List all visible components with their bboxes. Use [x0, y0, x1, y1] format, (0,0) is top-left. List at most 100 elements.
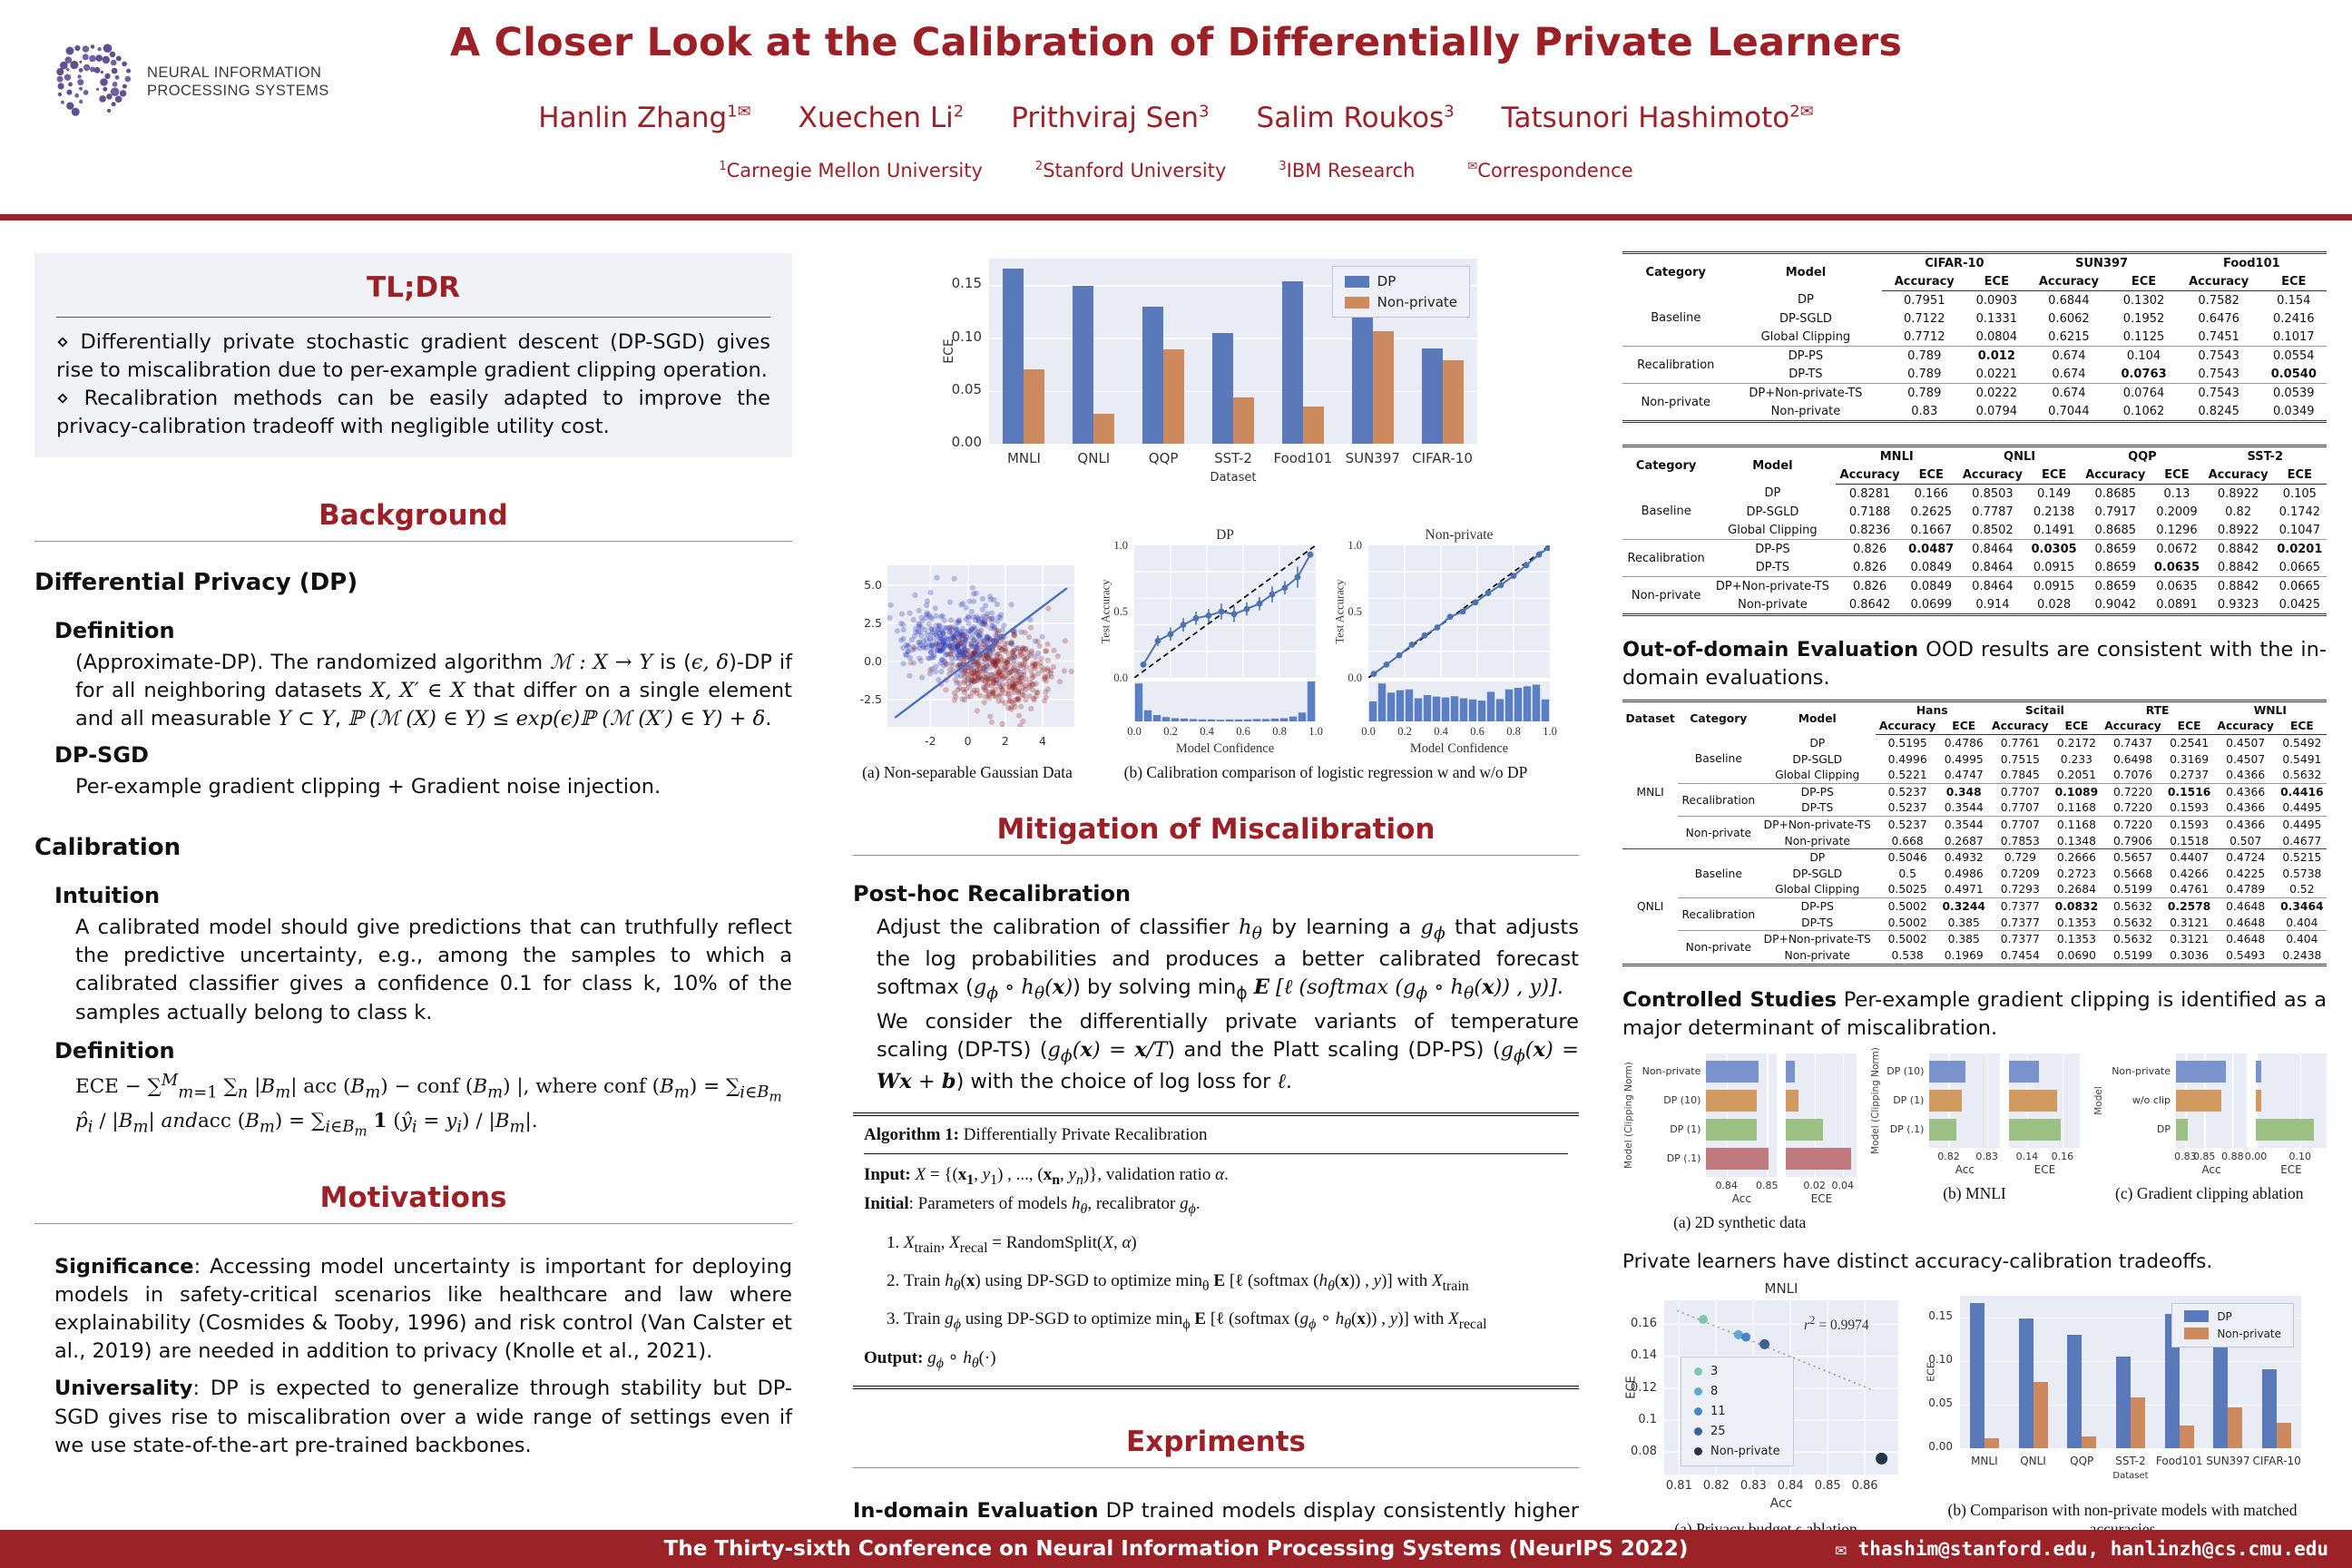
bar [2131, 1396, 2145, 1448]
author: Hanlin Zhang1✉ [538, 102, 751, 134]
legend-dot [1694, 1367, 1702, 1376]
fig-matched-comparison: 0.00 0.05 0.10 0.15 MNLI QNLI QQP SST-2 Food101 S… [1918, 1290, 2314, 1495]
legend-entry: Non-private [1694, 1445, 1780, 1458]
table-row: DP-TS 0.826 0.0849 0.8464 0.0915 0.8659 0.0635… [1755, 560, 2321, 574]
bar [1024, 369, 1045, 444]
affiliation-list: 1Carnegie Mellon University 2Stanford Uni… [0, 160, 2352, 181]
table-row: DP-SGLD 0.7188 0.2625 0.7787 0.2138 0.7917 0.2… [1746, 505, 2321, 519]
mitigation-heading: Mitigation of Miscalibration [996, 813, 1436, 846]
intuition-label: Intuition [54, 883, 161, 909]
bar [1281, 280, 1303, 444]
author-list: Hanlin Zhang1✉ Xuechen Li2 Prithviraj Sen3… [0, 102, 2352, 134]
mitigation-rule [853, 855, 1579, 856]
results-table: Dataset Category Model Hans Scitail RTE WNLI Ac… [1622, 700, 2327, 966]
affiliation: ✉Correspondence [1467, 160, 1633, 181]
r-squared-annotation: r2 = 0.9974 [1804, 1312, 1869, 1333]
ece-formula: ECE − ∑Mm=1 ∑n |Bm| acc (Bm) − conf (Bm)… [75, 1070, 782, 1140]
table-row: Global Clipping 0.5025 0.4971 0.7293 0.2684 0… [1775, 883, 2315, 897]
table-row: Baseline DP 0.7951 0.0903 0.6844 0.1302 0.7582… [1651, 293, 2311, 326]
fig-calibration-dp: DP 1.0 0.5 0.0 Test Accuracy 0.0 0.2 0.4 0.6 0.8 1… [1099, 527, 1323, 756]
bar [1442, 359, 1464, 444]
reliability-svg [1134, 545, 1316, 678]
bar [2228, 1407, 2243, 1448]
dp-subheading: Differential Privacy (DP) [34, 569, 358, 597]
tldr-bullet-1: ⋄ Differentially private stochastic grad… [56, 330, 770, 383]
bar [2262, 1369, 2278, 1448]
fig-col-gaussian: 5.0 2.5 0.0 -2.5 -2 0 2 4 (a) Non-separable Gau… [853, 565, 1082, 782]
ood-text: Out-of-domain Evaluation OOD results are… [1622, 638, 2327, 691]
table-row: Baseline DP 0.8281 0.166 0.8503 0.149 0.8685 0.… [1641, 486, 2317, 519]
bar [1929, 1089, 1963, 1112]
posthoc-text-2: We consider the differentially private v… [877, 1009, 1580, 1094]
algorithm-box: Algorithm 1: Differentially Private Reca… [853, 1112, 1579, 1390]
table-row: Recalibration DP-PS 0.5002 0.3244 0.7377 0.08… [1622, 897, 2327, 931]
table-row: DP-TS 0.789 0.0221 0.674 0.0763 0.7543 0.0540 [1788, 367, 2317, 381]
algorithm-steps: Xtrain, Xrecal = RandomSplit(X, α) Train… [887, 1230, 1568, 1335]
fig-gaussian-scatter: 5.0 2.5 0.0 -2.5 -2 0 2 4 [853, 565, 1082, 758]
tldr-bullet-2: ⋄ Recalibration methods can be easily ad… [56, 387, 770, 439]
table-row: Recalibration DP-PS 0.826 0.0487 0.8464 0.030… [1622, 539, 2327, 577]
bar [2067, 1334, 2082, 1448]
table-row: Global Clipping 0.8236 0.1667 0.8502 0.1491 0… [1728, 523, 2321, 537]
tldr-heading: TL;DR [367, 271, 460, 304]
bar [2175, 1060, 2227, 1083]
experiments-heading: Expriments [1126, 1426, 1306, 1459]
results-table: Category Model MNLI QNLI QQP SST-2 Accuracy ECE… [1622, 445, 2327, 616]
table-row: Recalibration DP-PS 0.5237 0.348 0.7707 0.108… [1622, 783, 2327, 817]
experiments-rule [853, 1467, 1579, 1469]
ece-definition-label: Definition [54, 1037, 175, 1063]
fig-caption-calibration: (b) Calibration comparison of logistic r… [1123, 763, 1528, 781]
bar [1073, 286, 1094, 444]
bar [2009, 1060, 2040, 1083]
significance-text: Significance: Accessing model uncertaint… [54, 1255, 792, 1364]
posthoc-label: Post-hoc Recalibration [853, 881, 1132, 906]
fig-caption-gaussian: (a) Non-separable Gaussian Data [862, 763, 1073, 781]
bar [2255, 1060, 2261, 1083]
table-row: DP-SGLD 0.5 0.4986 0.7209 0.2723 0.5668 0.4266… [1792, 867, 2322, 880]
reliability-svg [1368, 545, 1550, 678]
bar [1372, 331, 1394, 444]
fig-col-privacy-budget: MNLI r2 = 0.9974 3 8 11 25 Non-private 0.08 0.1 0… [1622, 1280, 1909, 1539]
algorithm-step-2: Train hθ(x) using DP-SGD to optimize min… [904, 1269, 1568, 1298]
bar [2179, 1425, 2194, 1448]
legend-entry: DP [1344, 273, 1457, 289]
table-vision-indomain: Category Model CIFAR-10 SUN397 Food101 Accura… [1622, 251, 2327, 423]
algorithm-step-1: Xtrain, Xrecal = RandomSplit(X, α) [904, 1230, 1568, 1259]
neurips-swirl-icon [56, 44, 132, 116]
legend-swatch [2184, 1310, 2210, 1323]
footer-conference: The Thirty-sixth Conference on Neural In… [663, 1537, 1689, 1561]
chart-legend: DP Non-private [1331, 266, 1470, 318]
bar [2082, 1436, 2097, 1448]
table-row: QNLI Baseline DP 0.5046 0.4932 0.729 0.2666 0.5… [1622, 848, 2327, 965]
tradeoff-figures-row: MNLI r2 = 0.9974 3 8 11 25 Non-private 0.08 0.1 0… [1622, 1280, 2327, 1539]
dpsgd-text: Per-example gradient clipping + Gradient… [75, 775, 662, 799]
background-heading: Background [318, 499, 508, 533]
bar [2175, 1089, 2221, 1112]
legend-swatch [1344, 296, 1369, 309]
fig-calibration-nonprivate: Non-private 1.0 0.5 0.0 Test Accuracy 0.0 0.2 0… [1333, 527, 1557, 756]
fig-col-controlled-b: Model (Clipping Norm) DP (10) DP (1) DP (.1… [1869, 1047, 2081, 1232]
dp-definition-text: (Approximate-DP). The randomized algorit… [75, 651, 793, 731]
table-row: DP-SGLD 0.7122 0.1331 0.6062 0.1952 0.6476 0.2… [1779, 311, 2315, 326]
legend-dot [1694, 1446, 1702, 1455]
table-row: Global Clipping 0.5221 0.4747 0.7845 0.2051 0… [1775, 769, 2322, 782]
table-nlp-indomain: Category Model MNLI QNLI QQP SST-2 Accuracy ECE… [1622, 445, 2327, 616]
bar [1706, 1118, 1758, 1141]
intuition-text: A calibrated model should give predictio… [75, 916, 792, 1024]
results-table: Category Model CIFAR-10 SUN397 Food101 Accura… [1622, 251, 2327, 423]
bar [2018, 1318, 2034, 1448]
author: Salim Roukos3 [1256, 102, 1455, 134]
table-row: Non-private 0.83 0.0794 0.7044 0.1062 0.8245 0… [1770, 404, 2315, 418]
poster-title: A Closer Look at the Calibration of Diff… [449, 20, 1903, 65]
header-rule [0, 214, 2352, 220]
legend-entry: 25 [1694, 1425, 1780, 1438]
fig-controlled-mnli: Model (Clipping Norm) DP (10) DP (1) DP (.1… [1869, 1047, 2081, 1179]
bar [2009, 1089, 2057, 1112]
bar [1302, 407, 1324, 444]
bar [2255, 1118, 2315, 1141]
bar [1929, 1118, 1956, 1141]
tldr-rule [56, 317, 770, 318]
calibration-subheading: Calibration [34, 834, 181, 862]
universality-text: Universality: DP is expected to generali… [54, 1377, 792, 1457]
fig-col-matched: 0.00 0.05 0.10 0.15 MNLI QNLI QQP SST-2 Food101 S… [1918, 1290, 2327, 1539]
